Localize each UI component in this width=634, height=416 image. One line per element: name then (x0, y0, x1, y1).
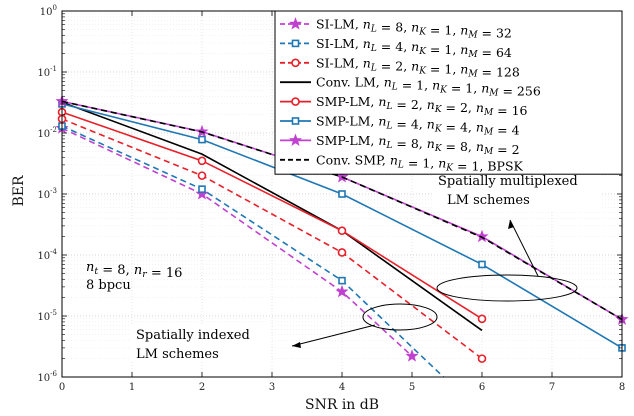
legend-item-1: SI-LM, nL = 8, nK = 1, nM = 32 (280, 17, 512, 41)
indexed-arrowhead (292, 342, 301, 348)
params-label-line1: nt = 8, nr = 16 (86, 260, 182, 281)
legend-box (274, 10, 623, 175)
multiplexed-arrow (509, 219, 539, 277)
x-tick-label: 0 (59, 382, 65, 393)
series-6-marker (478, 260, 486, 269)
x-tick-label: 6 (479, 382, 485, 393)
x-tick-label: 1 (129, 382, 135, 393)
series-3-line (61, 118, 483, 360)
series-layer (55, 94, 629, 378)
annotation-text: Spatially multiplexed LM schemes Spatial… (86, 170, 600, 362)
legend-swatch-marker (288, 17, 303, 30)
y-tick-label: 10-2 (37, 126, 57, 140)
legend-swatch-marker (288, 133, 303, 146)
x-tick-label: 5 (409, 382, 415, 393)
indexed-label-line1: Spatially indexed (136, 328, 250, 343)
legend-swatch-marker (291, 97, 300, 106)
multiplexed-label-line2: LM schemes (447, 193, 530, 208)
series-6-marker (198, 135, 206, 144)
legend-item-6: SMP-LM, nL = 4, nK = 4, nM = 4 (280, 114, 520, 138)
legend-label: Conv. LM, nL = 1, nK = 1, nM = 256 (316, 75, 541, 99)
multiplexed-ellipse (436, 274, 578, 302)
legend-label: SMP-LM, nL = 2, nK = 2, nM = 16 (316, 94, 528, 118)
params-label-line2: 8 bpcu (86, 278, 131, 293)
annotation-ellipses (291, 219, 578, 348)
legend-label: SI-LM, nL = 2, nK = 1, nM = 128 (316, 55, 520, 79)
series-7-marker (195, 124, 209, 138)
series-3-marker (197, 171, 207, 180)
series-3-marker (337, 248, 347, 257)
legend-swatch-marker (291, 58, 300, 68)
series-4-line (61, 101, 483, 332)
y-tick-label: 10-1 (37, 65, 57, 79)
y-axis-label: BER (11, 175, 27, 207)
x-axis-label: SNR in dB (305, 397, 379, 413)
series-1-line (61, 127, 413, 357)
legend-swatch-marker (291, 117, 300, 125)
series-8 (61, 100, 623, 321)
series-2-line (61, 125, 445, 378)
series-6-marker (338, 190, 346, 198)
legend-item-2: SI-LM, nL = 4, nK = 1, nM = 64 (280, 36, 512, 60)
series-3-marker (477, 354, 487, 363)
y-tick-label: 10-5 (37, 309, 57, 323)
multiplexed-label-line1: Spatially multiplexed (438, 174, 578, 189)
legend-label: SMP-LM, nL = 8, nK = 8, nM = 2 (316, 133, 520, 157)
series-3 (57, 114, 487, 363)
legend-label: SI-LM, nL = 8, nK = 1, nM = 32 (316, 17, 512, 41)
legend-item-5: SMP-LM, nL = 2, nK = 2, nM = 16 (280, 94, 528, 118)
legend-label: SI-LM, nL = 4, nK = 1, nM = 64 (316, 36, 512, 60)
series-2-marker (198, 185, 206, 193)
legend-label: Conv. SMP, nL = 1, nK = 1, BPSK (316, 152, 524, 173)
series-4 (61, 101, 483, 332)
x-tick-label: 3 (269, 382, 275, 393)
series-2-marker (338, 276, 346, 285)
y-tick-label: 10-6 (37, 370, 57, 384)
series-1-marker (195, 187, 209, 200)
series-1-marker (405, 349, 419, 362)
x-tick-label: 7 (549, 382, 555, 393)
indexed-arrow (291, 324, 376, 347)
indexed-ellipse (362, 303, 438, 331)
series-5 (57, 107, 487, 324)
indexed-label-line2: LM schemes (136, 347, 219, 362)
x-tick-label: 8 (619, 382, 625, 393)
y-tick-label: 10-4 (37, 248, 57, 262)
legend-item-8: Conv. SMP, nL = 1, nK = 1, BPSK (280, 152, 524, 173)
series-5-marker (337, 226, 347, 236)
legend-label: SMP-LM, nL = 4, nK = 4, nM = 4 (316, 114, 520, 138)
y-tick-label: 100 (40, 4, 57, 18)
legend-item-3: SI-LM, nL = 2, nK = 1, nM = 128 (280, 55, 520, 79)
legend-item-4: Conv. LM, nL = 1, nK = 1, nM = 256 (280, 75, 541, 99)
indexed-label-bg (131, 324, 271, 362)
multiplexed-arrowhead (508, 220, 514, 229)
series-5-marker (477, 314, 487, 324)
series-5-line (61, 111, 483, 320)
series-8-line (61, 100, 623, 321)
series-7-marker (475, 229, 489, 243)
series-5-marker (197, 156, 207, 166)
series-1-marker (335, 284, 349, 298)
legend-item-7: SMP-LM, nL = 8, nK = 8, nM = 2 (280, 133, 520, 157)
multiplexed-label-bg (432, 170, 600, 210)
y-tick-label: 10-3 (37, 187, 57, 201)
x-tick-label: 2 (199, 382, 205, 393)
x-tick-label: 4 (339, 382, 345, 393)
legend-swatch-marker (291, 39, 300, 48)
